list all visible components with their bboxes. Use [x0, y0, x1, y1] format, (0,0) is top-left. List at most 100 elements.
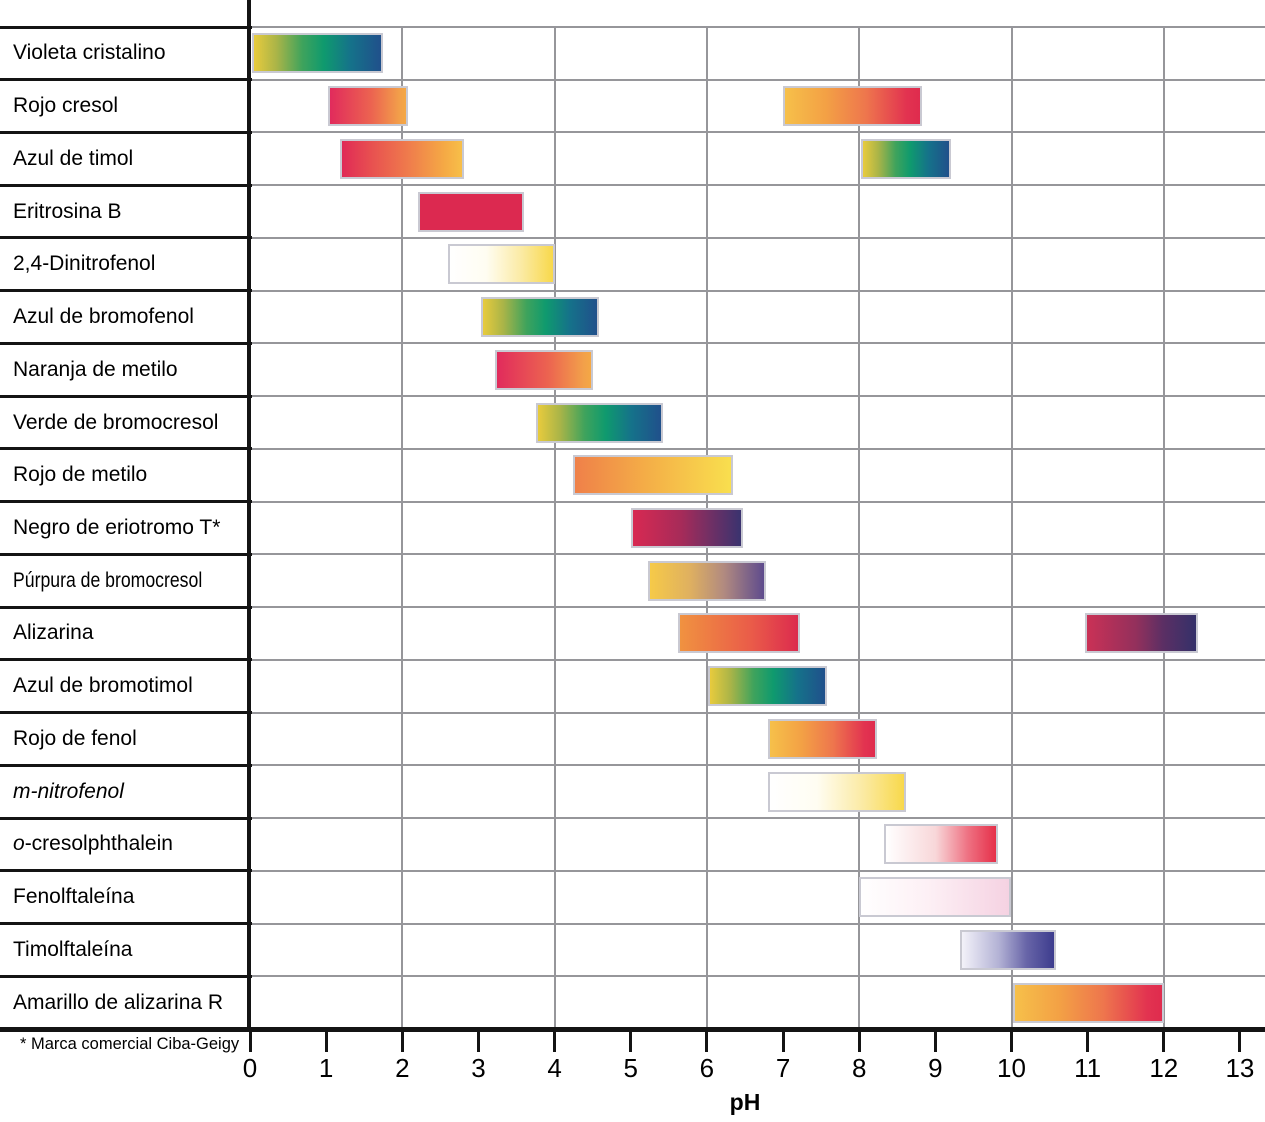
label-column-divider [0, 869, 252, 873]
label-column-divider [0, 25, 252, 29]
indicator-label: Rojo de metilo [0, 449, 249, 502]
indicator-label: Naranja de metilo [0, 343, 249, 396]
y-axis-line [247, 0, 251, 1032]
range-bar-row6-1 [481, 297, 599, 338]
x-tick-10 [1010, 1032, 1013, 1052]
range-bar-row12-1 [677, 613, 800, 654]
range-bar-row3-1 [339, 138, 464, 179]
label-column-divider [0, 922, 252, 926]
indicator-label-text: Púrpura de bromocresol [13, 568, 203, 592]
row-divider [250, 395, 1265, 398]
x-tick-7 [781, 1032, 785, 1052]
range-bar-row13-1 [708, 666, 828, 707]
indicator-label-text: Azul de bromotimol [13, 674, 193, 698]
x-tick-4 [553, 1032, 557, 1052]
row-divider [250, 447, 1265, 450]
x-tick-label-3: 3 [471, 1053, 486, 1083]
indicator-label: Eritrosina B [0, 185, 249, 238]
x-tick-12 [1162, 1032, 1166, 1052]
x-tick-9 [933, 1032, 937, 1052]
label-column-divider [0, 183, 252, 187]
row-divider [250, 553, 1265, 556]
x-tick-label-13: 13 [1225, 1053, 1255, 1083]
x-tick-label-2: 2 [395, 1053, 410, 1083]
indicator-label: Verde de bromocresol [0, 396, 249, 449]
indicator-label-text: Negro de eriotromo T* [13, 515, 221, 539]
row-divider [250, 658, 1265, 661]
range-bar-row11-1 [647, 560, 767, 601]
indicator-label-text: m-nitrofenol [13, 779, 124, 803]
indicator-label: o-cresolphthalein [0, 818, 249, 871]
range-bar-row17-1 [859, 877, 1012, 918]
x-tick-label-5: 5 [623, 1053, 638, 1083]
x-tick-label-9: 9 [928, 1053, 943, 1083]
indicator-label-text: Violeta cristalino [13, 41, 166, 65]
row-divider [250, 764, 1265, 767]
indicator-label: Púrpura de bromocresol [0, 554, 249, 607]
range-bar-row12-2 [1085, 613, 1199, 654]
indicator-label: Amarillo de alizarina R [0, 976, 249, 1029]
x-tick-13 [1238, 1032, 1242, 1052]
row-divider [250, 236, 1265, 239]
x-tick-1 [324, 1032, 328, 1052]
indicator-label-text: Amarillo de alizarina R [13, 990, 224, 1014]
x-axis-title: pH [729, 1089, 761, 1115]
label-column-divider [0, 500, 252, 504]
x-tick-5 [629, 1032, 633, 1052]
row-divider [250, 500, 1265, 503]
row-divider [250, 78, 1265, 81]
indicator-label: Rojo cresol [0, 80, 249, 133]
x-tick-0 [248, 1032, 252, 1052]
x-tick-label-12: 12 [1149, 1053, 1179, 1083]
label-column-divider [0, 78, 252, 82]
indicator-label-text: Alizarina [13, 621, 94, 645]
range-bar-row3-2 [860, 138, 951, 179]
x-tick-label-7: 7 [775, 1053, 791, 1083]
x-tick-8 [857, 1032, 861, 1052]
gridline-x-4 [553, 27, 556, 1029]
range-bar-row7-1 [495, 349, 593, 390]
range-bar-row2-2 [783, 86, 922, 127]
row-divider [250, 606, 1265, 609]
range-bar-row5-1 [447, 244, 555, 285]
footnote: * Marca comercial Ciba-Geigy [20, 1035, 240, 1053]
x-tick-6 [705, 1032, 709, 1052]
row-divider [250, 711, 1265, 714]
indicator-label: Rojo de fenol [0, 713, 249, 766]
x-tick-label-1: 1 [318, 1053, 334, 1083]
range-bar-row18-1 [959, 929, 1056, 970]
row-divider [250, 184, 1265, 187]
row-divider [250, 922, 1265, 925]
row-divider [250, 289, 1265, 292]
indicator-label-text: Rojo cresol [13, 94, 119, 118]
label-column-divider [0, 658, 252, 662]
indicator-label: Azul de bromotimol [0, 660, 249, 713]
row-divider [250, 342, 1265, 345]
indicator-label: Violeta cristalino [0, 27, 249, 80]
indicator-label: Timolftaleína [0, 924, 249, 977]
label-column-divider [0, 605, 252, 609]
label-column-divider [0, 394, 252, 398]
indicator-label: m-nitrofenol [0, 765, 249, 818]
indicator-label: Azul de bromofenol [0, 291, 249, 344]
x-tick-label-8: 8 [851, 1053, 867, 1083]
x-axis-line [0, 1027, 1265, 1032]
indicator-label: Fenolftaleína [0, 871, 249, 924]
range-bar-row16-1 [883, 824, 998, 865]
gridline-x-8 [858, 27, 861, 1029]
indicator-label-text: Naranja de metilo [13, 357, 178, 381]
indicator-label: Negro de eriotromo T* [0, 502, 249, 555]
indicator-label-text: Eritrosina B [13, 199, 122, 223]
range-bar-row14-1 [767, 718, 878, 759]
x-tick-label-10: 10 [997, 1053, 1026, 1083]
range-bar-row1-1 [252, 33, 384, 74]
range-bar-row9-1 [572, 455, 733, 496]
indicator-label-text: Verde de bromocresol [13, 410, 219, 434]
indicator-label: Azul de timol [0, 132, 249, 185]
range-bar-row4-1 [417, 191, 525, 232]
label-column-divider [0, 763, 252, 767]
gridline-x-10 [1010, 27, 1013, 1029]
x-tick-label-6: 6 [699, 1053, 715, 1083]
label-column-divider [0, 130, 252, 134]
